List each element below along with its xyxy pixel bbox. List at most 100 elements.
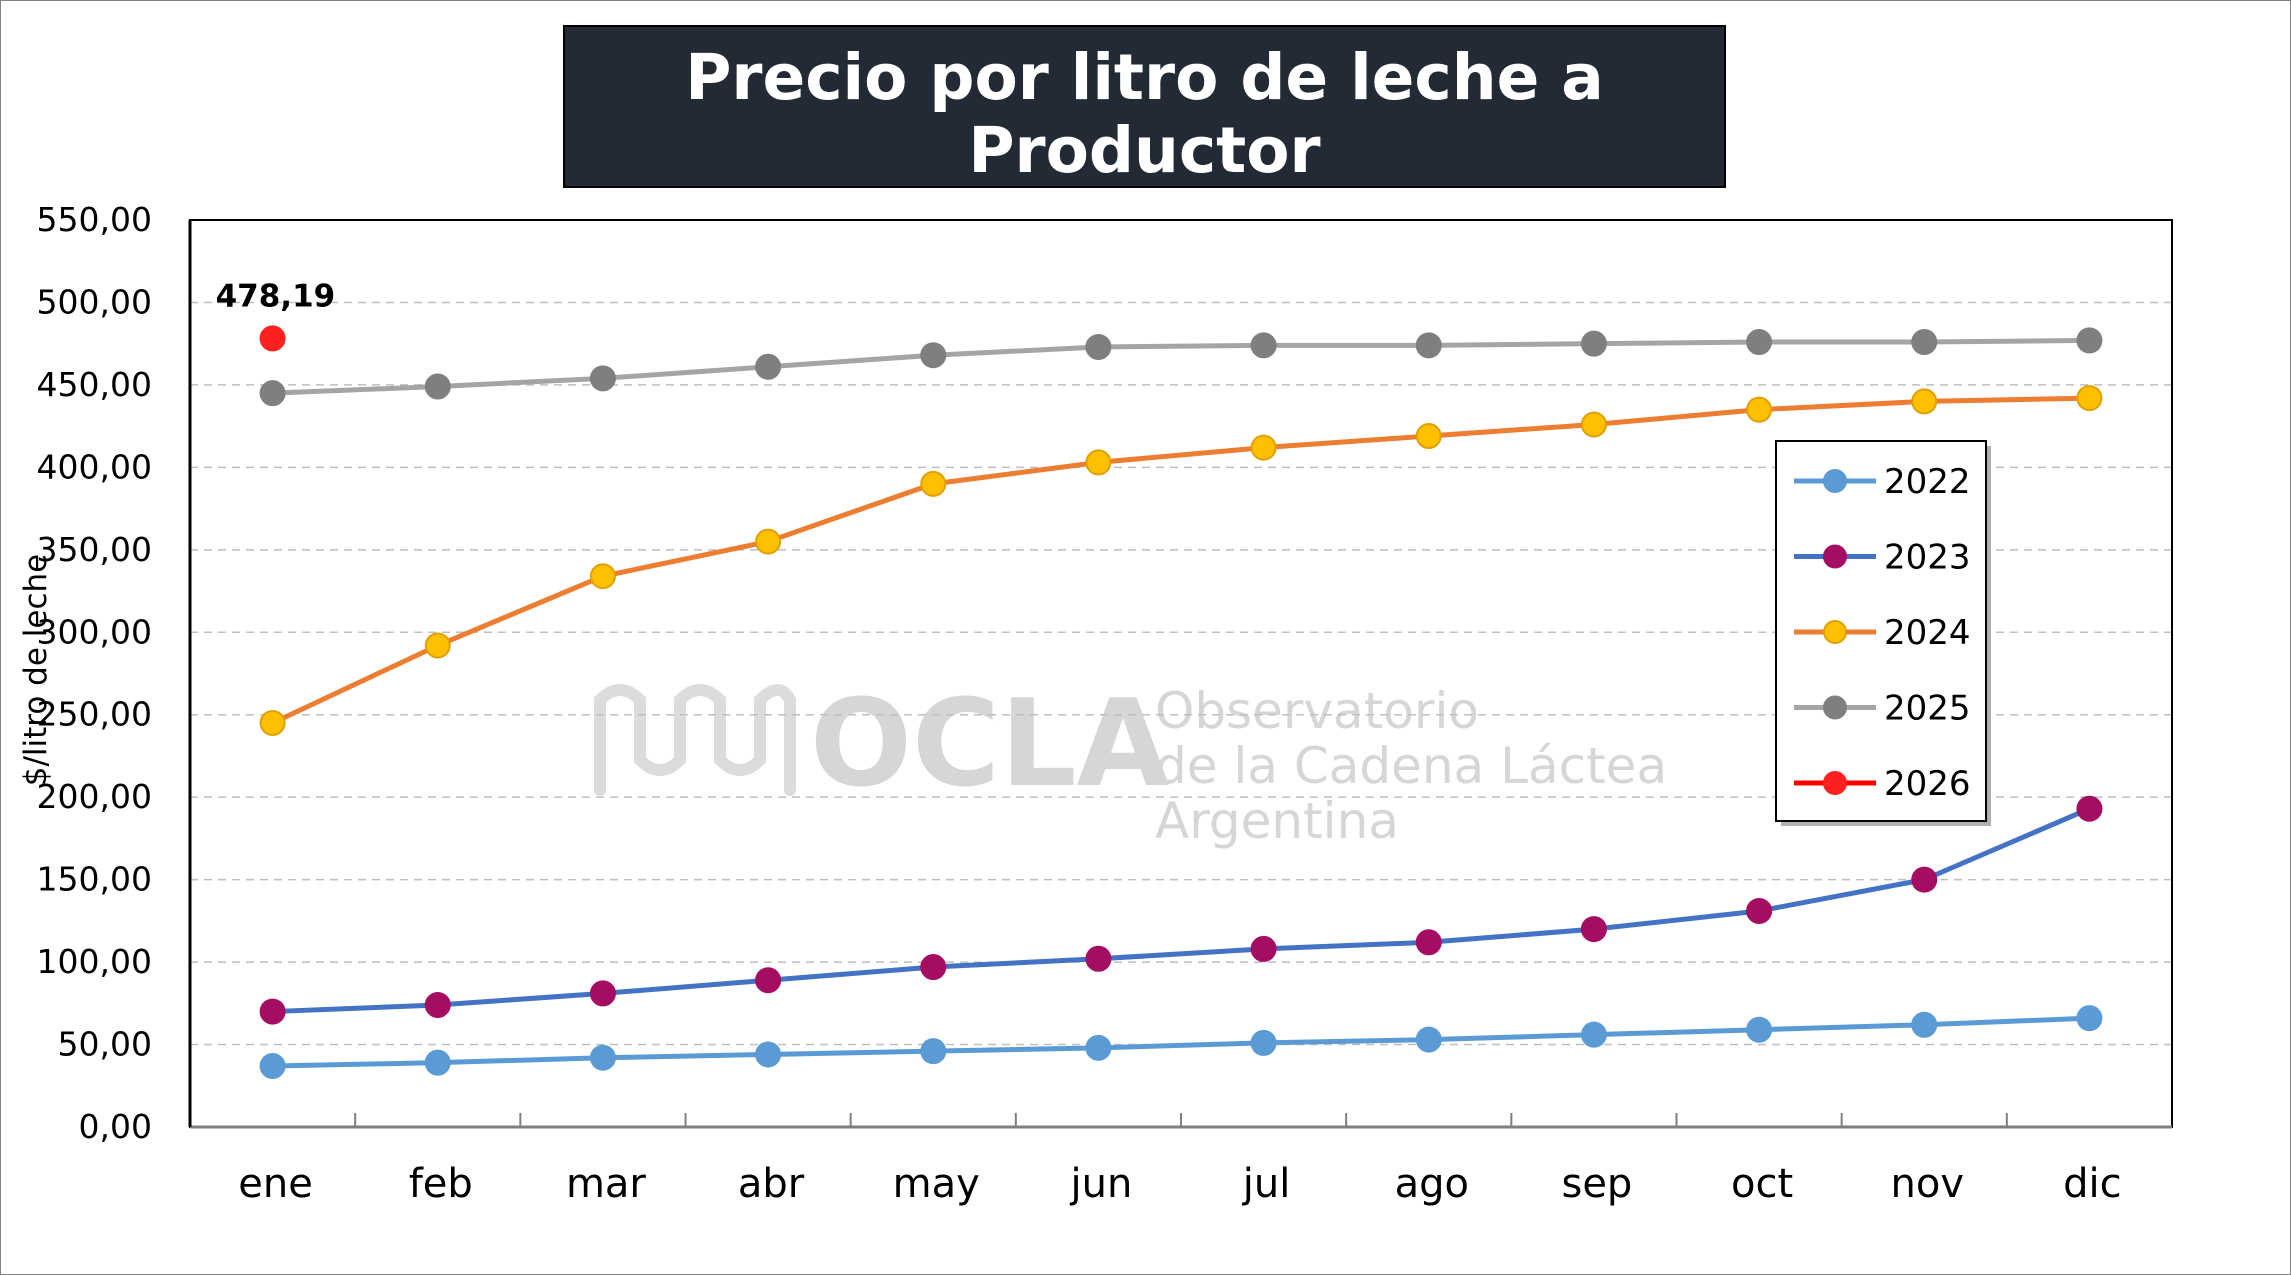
y-tick-label: 350,00 <box>37 530 152 569</box>
x-tick-label: jul <box>1242 1161 1291 1207</box>
x-tick-label: ene <box>238 1161 313 1207</box>
data-point-2022 <box>1911 1011 1938 1038</box>
x-tick-label: jun <box>1070 1161 1133 1207</box>
data-point-2024 <box>2076 385 2103 412</box>
series-line-2024 <box>271 395 2090 726</box>
data-point-2025 <box>424 373 451 400</box>
data-point-2022 <box>1415 1026 1442 1053</box>
data-point-2025 <box>755 353 782 380</box>
data-point-2023 <box>1746 897 1773 924</box>
ocla-logo-icon <box>594 684 796 796</box>
data-point-2022 <box>755 1041 782 1068</box>
data-point-2025 <box>1746 329 1773 356</box>
annotations: 478,19 <box>216 278 336 314</box>
x-ticks: ene feb mar abr may jun jul ago sep oct nov dic <box>238 1161 2121 1207</box>
data-point-2025 <box>589 365 616 392</box>
x-tick-label: sep <box>1561 1161 1632 1207</box>
data-point-2024 <box>424 632 451 659</box>
data-point-2024 <box>1580 411 1607 438</box>
watermark-line2: de la Cadena Láctea <box>1155 737 1667 795</box>
data-point-2022 <box>1085 1034 1112 1061</box>
y-tick-label: 450,00 <box>37 365 152 404</box>
data-point-2025 <box>2076 327 2103 354</box>
legend-label-2026: 2026 <box>1884 764 1971 804</box>
y-tick-label: 0,00 <box>79 1107 152 1146</box>
data-point-2022 <box>1746 1016 1773 1043</box>
x-tick-label: abr <box>738 1161 805 1207</box>
data-point-2023 <box>920 954 947 981</box>
data-point-2024 <box>1746 396 1773 423</box>
legend-marker-2023 <box>1823 544 1847 569</box>
ocla-watermark: OCLA Observatorio de la Cadena Láctea Ar… <box>594 675 1667 850</box>
data-point-2024 <box>1911 388 1938 415</box>
data-point-2022 <box>259 1052 286 1079</box>
data-point-2022 <box>920 1038 947 1065</box>
data-point-2025 <box>259 380 286 407</box>
series-line-2025 <box>272 337 2090 396</box>
data-point-2023 <box>1250 935 1277 962</box>
x-tick-label: dic <box>2063 1161 2122 1207</box>
y-tick-label: 250,00 <box>37 695 152 734</box>
data-point-2024 <box>589 563 616 590</box>
data-point-2024 <box>1250 434 1277 461</box>
series-2023 <box>259 795 2103 1025</box>
x-tick-label: may <box>893 1161 980 1207</box>
data-point-2025 <box>1250 332 1277 359</box>
watermark-line3: Argentina <box>1155 792 1399 850</box>
x-tick-label: ago <box>1395 1161 1469 1207</box>
data-point-2023 <box>755 967 782 994</box>
legend-marker-2025 <box>1823 695 1847 720</box>
data-point-2024 <box>1085 449 1112 476</box>
legend-label-2023: 2023 <box>1884 538 1971 578</box>
data-point-2023 <box>589 980 616 1007</box>
y-tick-label: 500,00 <box>37 282 152 321</box>
y-tick-label: 150,00 <box>37 860 152 899</box>
data-point-2022 <box>1580 1021 1607 1048</box>
y-tick-label: 100,00 <box>37 942 152 981</box>
watermark-line1: Observatorio <box>1155 682 1479 740</box>
data-point-2023 <box>1911 866 1938 893</box>
axes <box>188 219 2173 1129</box>
series-2025 <box>259 327 2103 407</box>
data-point-2024 <box>920 470 947 497</box>
y-axis-label: $/litro de leche <box>18 554 54 787</box>
data-point-2022 <box>1250 1029 1277 1056</box>
y-ticks: 0,00 50,00 100,00 150,00 200,00 250,00 300,00 3… <box>37 200 152 1146</box>
data-point-2022 <box>589 1044 616 1071</box>
y-tick-label: 550,00 <box>37 200 152 239</box>
data-point-2025 <box>1085 333 1112 360</box>
data-point-2022 <box>2076 1005 2103 1032</box>
legend: 2022 2023 2024 2025 2026 <box>1775 440 1991 826</box>
series-line-2023 <box>272 806 2091 1015</box>
x-tick-label: mar <box>566 1161 646 1207</box>
y-tick-label: 400,00 <box>37 447 152 486</box>
data-label-2026: 478,19 <box>216 278 336 314</box>
data-point-2023 <box>424 991 451 1018</box>
chart-subtitle: - Moneda Corriente - <box>928 191 1361 237</box>
watermark-logo: OCLA <box>810 675 1170 814</box>
y-tick-label: 300,00 <box>37 612 152 651</box>
legend-marker-2026 <box>1823 771 1847 795</box>
x-tick-label: feb <box>409 1161 473 1207</box>
data-point-2022 <box>424 1049 451 1076</box>
series-2022 <box>259 1005 2103 1079</box>
data-point-2023 <box>259 998 286 1025</box>
data-point-2025 <box>1911 329 1938 356</box>
title-box: Precio por litro de leche a Productor - … <box>563 25 1726 237</box>
chart-title: Precio por litro de leche a Productor <box>685 41 1604 187</box>
legend-marker-2022 <box>1823 469 1847 493</box>
x-tick-label: nov <box>1891 1161 1965 1207</box>
series-2026 <box>259 325 286 352</box>
data-point-2023 <box>1415 929 1442 956</box>
data-point-2023 <box>1085 945 1112 972</box>
data-point-2024 <box>755 528 782 555</box>
series-line-2022 <box>272 1015 2090 1069</box>
data-point-2024 <box>1415 423 1442 450</box>
legend-label-2025: 2025 <box>1884 689 1971 729</box>
data-point-2023 <box>1580 916 1607 943</box>
data-point-2024 <box>259 709 286 736</box>
data-point-2023 <box>2076 795 2103 822</box>
data-point-2026 <box>259 325 286 352</box>
legend-label-2024: 2024 <box>1884 613 1971 653</box>
